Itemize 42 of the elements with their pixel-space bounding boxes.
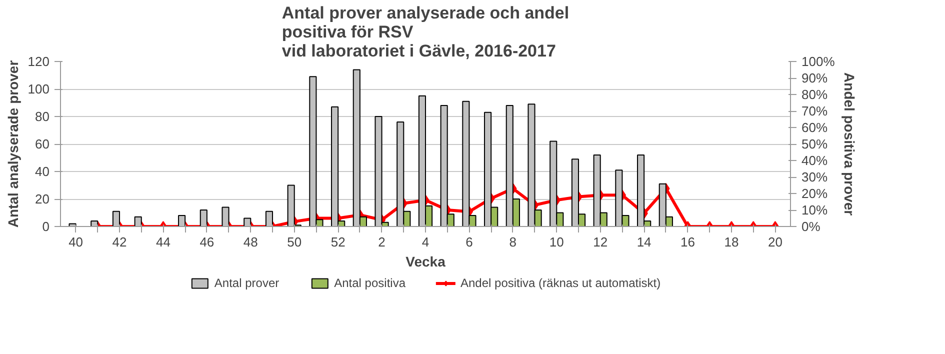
x-tick-label: 42 bbox=[112, 234, 127, 250]
y-tick-label: 0 bbox=[42, 219, 50, 234]
x-tick-label: 2 bbox=[378, 234, 386, 250]
y2-axis-title: Andel positiva prover bbox=[842, 72, 858, 216]
x-tick-label: 40 bbox=[68, 234, 84, 250]
y2-tick-label: 30% bbox=[802, 170, 828, 184]
legend-label: Antal positiva bbox=[334, 276, 406, 290]
x-tick-label: 8 bbox=[509, 234, 517, 250]
x-tick-label: 52 bbox=[330, 234, 346, 250]
y-tick-label: 120 bbox=[28, 54, 50, 69]
legend-label: Antal prover bbox=[214, 276, 280, 290]
y2-tick-label: 70% bbox=[802, 104, 828, 118]
y2-tick-label: 90% bbox=[802, 70, 828, 86]
y-tick-label: 100 bbox=[28, 82, 50, 96]
legend-label: Andel positiva (räknas ut automatiskt) bbox=[460, 276, 661, 290]
y-axis-title: Antal analyserade prover bbox=[4, 60, 21, 228]
x-tick-label: 10 bbox=[549, 234, 564, 250]
x-tick-label: 20 bbox=[768, 234, 782, 250]
x-tick-label: 44 bbox=[156, 234, 170, 250]
x-tick-label: 12 bbox=[593, 234, 608, 250]
y-tick-label: 40 bbox=[35, 164, 50, 179]
y2-tick-label: 60% bbox=[802, 120, 828, 135]
y2-tick-label: 100% bbox=[802, 54, 836, 69]
y2-tick-label: 50% bbox=[802, 136, 828, 152]
y2-tick-label: 0% bbox=[802, 219, 821, 234]
y2-tick-label: 10% bbox=[802, 202, 828, 218]
x-axis-title: Vecka bbox=[406, 254, 446, 270]
y2-tick-label: 80% bbox=[802, 87, 828, 102]
chart-title: Antal prover analyserade och andel positiva för RSV vid laboratoriet i Gävle, 2016-2017 bbox=[282, 4, 570, 60]
x-tick-label: 18 bbox=[724, 234, 739, 250]
y-tick-label: 20 bbox=[35, 192, 50, 206]
x-tick-label: 14 bbox=[636, 234, 652, 250]
x-tick-label: 46 bbox=[200, 234, 214, 250]
x-tick-label: 48 bbox=[243, 234, 258, 250]
y2-tick-label: 20% bbox=[802, 186, 828, 201]
x-tick-label: 4 bbox=[422, 234, 430, 250]
x-tick-label: 6 bbox=[466, 234, 473, 250]
x-tick-label: 16 bbox=[680, 234, 696, 250]
y2-tick-label: 40% bbox=[802, 153, 828, 168]
x-tick-label: 50 bbox=[287, 234, 302, 250]
y-tick-label: 60 bbox=[35, 136, 50, 152]
y-tick-label: 80 bbox=[35, 109, 50, 124]
